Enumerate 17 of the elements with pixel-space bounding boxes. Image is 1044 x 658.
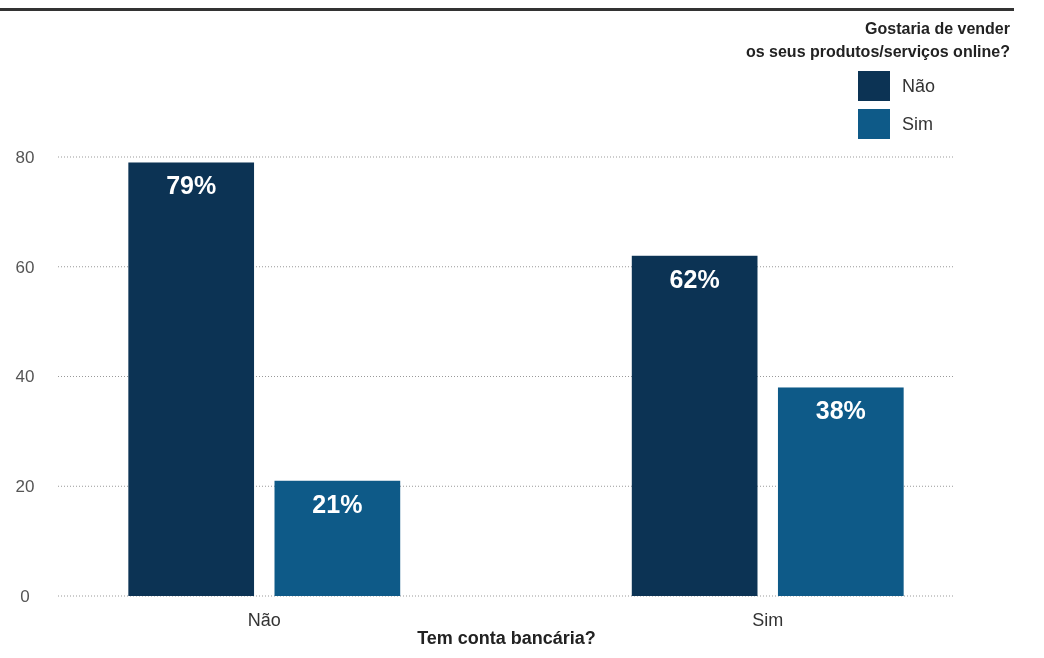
y-tick-label: 40 xyxy=(15,367,35,387)
data-label: 79% xyxy=(166,171,217,200)
y-tick-label: 20 xyxy=(15,477,35,497)
y-tick-label: 0 xyxy=(20,586,30,606)
y-tick-label: 80 xyxy=(15,147,35,167)
bar xyxy=(777,387,904,596)
legend-title: Gostaria de vender os seus produtos/serviços online? xyxy=(745,20,1010,60)
x-axis-title: Tem conta bancária? xyxy=(417,628,596,648)
legend-label: Sim xyxy=(902,114,933,135)
data-label: 38% xyxy=(815,396,866,425)
y-tick-label: 60 xyxy=(15,257,35,277)
bar xyxy=(631,255,758,596)
data-label: 62% xyxy=(669,264,720,293)
data-label: 21% xyxy=(312,489,363,518)
bar xyxy=(128,162,255,596)
legend-label: Não xyxy=(902,76,936,97)
bar xyxy=(274,480,401,596)
